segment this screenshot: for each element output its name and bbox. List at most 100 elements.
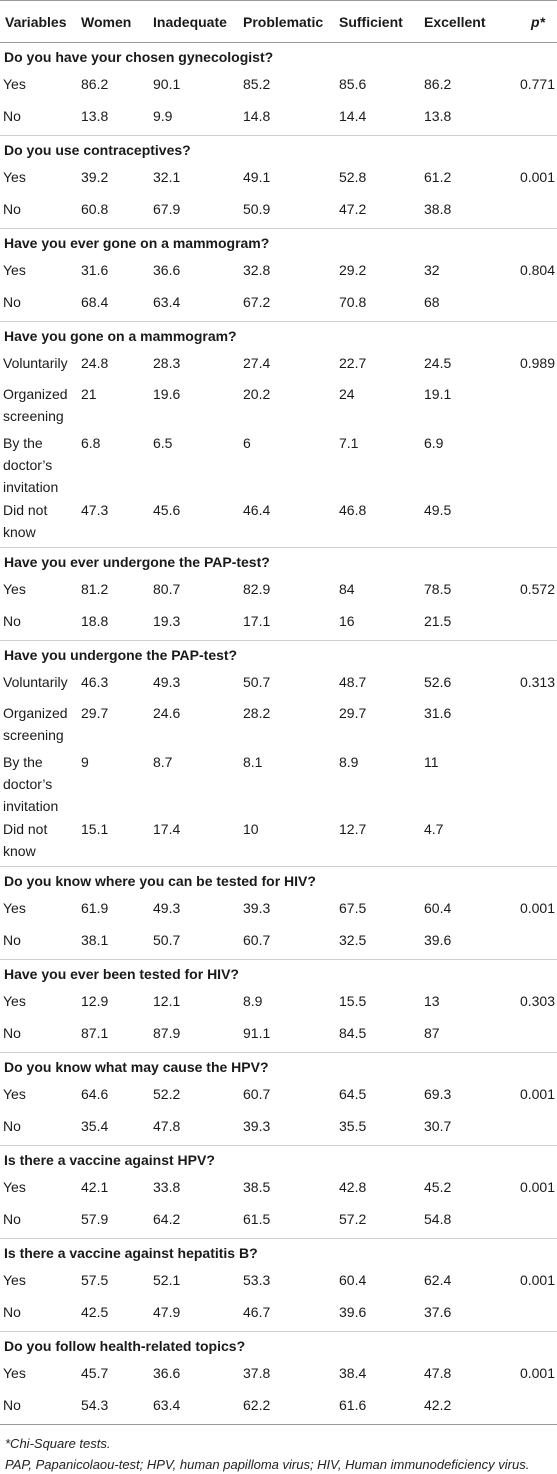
cell-p-value: 0.001 bbox=[519, 1272, 555, 1288]
cell-excellent: 30.7 bbox=[424, 1118, 452, 1134]
cell-excellent: 68 bbox=[424, 294, 440, 310]
cell-problematic: 62.2 bbox=[238, 1392, 334, 1425]
cell-sufficient: 14.4 bbox=[339, 108, 367, 124]
cell-excellent: 86.2 bbox=[424, 76, 452, 92]
table-row: No 18.8 19.3 17.1 16 21.5 bbox=[0, 608, 557, 641]
cell-sufficient: 22.7 bbox=[339, 355, 367, 371]
header-p-value: p* bbox=[501, 0, 557, 43]
cell-women: 29.7 bbox=[81, 705, 109, 721]
cell-problematic: 82.9 bbox=[243, 581, 271, 597]
cell-problematic: 49.1 bbox=[243, 169, 271, 185]
cell-sufficient: 57.2 bbox=[339, 1211, 367, 1227]
row-label: Yes bbox=[3, 581, 26, 597]
row-label: No bbox=[3, 1211, 21, 1227]
table-row: By the doctor’s invitation 6.8 6.5 6 7.1 6.9 bbox=[0, 431, 557, 498]
cell-p-value bbox=[501, 750, 557, 817]
cell-problematic: 28.2 bbox=[243, 705, 271, 721]
section-row: Have you undergone the PAP-test? bbox=[0, 640, 557, 669]
row-label: Yes bbox=[3, 900, 26, 916]
cell-problematic: 85.2 bbox=[243, 76, 271, 92]
cell-inadequate: 36.6 bbox=[153, 262, 181, 278]
cell-excellent: 69.3 bbox=[424, 1086, 452, 1102]
cell-inadequate: 24.6 bbox=[153, 705, 181, 721]
cell-women: 42.5 bbox=[81, 1304, 109, 1320]
footnote-chi-square: *Chi-Square tests. bbox=[5, 1436, 111, 1451]
row-label: Yes bbox=[3, 1086, 26, 1102]
cell-excellent: 24.5 bbox=[424, 355, 452, 371]
cell-problematic: 39.3 bbox=[243, 900, 271, 916]
cell-sufficient: 61.6 bbox=[334, 1392, 419, 1425]
cell-excellent: 47.8 bbox=[424, 1365, 452, 1381]
section-row: Do you have your chosen gynecologist? bbox=[0, 43, 557, 72]
cell-sufficient: 85.6 bbox=[339, 76, 367, 92]
section-title: Do you know what may cause the HPV? bbox=[0, 1052, 557, 1081]
table-row: Yes 81.2 80.7 82.9 84 78.5 0.572 bbox=[0, 576, 557, 608]
table-row: No 54.3 63.4 62.2 61.6 42.2 bbox=[0, 1392, 557, 1425]
cell-excellent: 87 bbox=[424, 1025, 440, 1041]
row-label: By the doctor’s invitation bbox=[3, 435, 59, 495]
cell-inadequate: 49.3 bbox=[153, 674, 181, 690]
section-row: Do you know where you can be tested for … bbox=[0, 866, 557, 895]
cell-problematic: 37.8 bbox=[243, 1365, 271, 1381]
section-row: Have you ever gone on a mammogram? bbox=[0, 228, 557, 257]
table-row: Yes 61.9 49.3 39.3 67.5 60.4 0.001 bbox=[0, 895, 557, 927]
cell-sufficient: 42.8 bbox=[339, 1179, 367, 1195]
section-row: Is there a vaccine against HPV? bbox=[0, 1145, 557, 1174]
cell-p-value: 0.001 bbox=[519, 900, 555, 916]
cell-problematic: 17.1 bbox=[243, 613, 271, 629]
table-row: No 60.8 67.9 50.9 47.2 38.8 bbox=[0, 196, 557, 229]
cell-sufficient: 12.7 bbox=[339, 821, 367, 837]
cell-p-value bbox=[501, 608, 557, 641]
row-label: Organized screening bbox=[3, 705, 68, 743]
section-title: Do you use contraceptives? bbox=[0, 135, 557, 164]
cell-problematic: 53.3 bbox=[243, 1272, 271, 1288]
header-problematic: Problematic bbox=[238, 0, 334, 43]
table-row: Yes 45.7 36.6 37.8 38.4 47.8 0.001 bbox=[0, 1360, 557, 1392]
row-label: Did not know bbox=[3, 821, 48, 859]
cell-p-value bbox=[501, 1113, 557, 1146]
cell-problematic: 91.1 bbox=[243, 1025, 271, 1041]
table-row: No 13.8 9.9 14.8 14.4 13.8 bbox=[0, 103, 557, 136]
cell-excellent: 37.6 bbox=[424, 1304, 452, 1320]
cell-excellent: 78.5 bbox=[424, 581, 452, 597]
cell-inadequate: 19.6 bbox=[153, 386, 181, 402]
section-title: Is there a vaccine against hepatitis B? bbox=[0, 1238, 557, 1267]
table-row: Yes 31.6 36.6 32.8 29.2 32 0.804 bbox=[0, 257, 557, 289]
cell-inadequate: 67.9 bbox=[153, 201, 181, 217]
cell-inadequate: 47.8 bbox=[153, 1118, 181, 1134]
cell-excellent: 60.4 bbox=[424, 900, 452, 916]
cell-problematic: 67.2 bbox=[243, 294, 271, 310]
cell-women: 9 bbox=[81, 754, 89, 770]
cell-excellent: 4.7 bbox=[424, 821, 444, 837]
cell-problematic: 10 bbox=[243, 821, 259, 837]
cell-inadequate: 36.6 bbox=[153, 1365, 181, 1381]
cell-women: 18.8 bbox=[81, 613, 109, 629]
cell-sufficient: 7.1 bbox=[339, 435, 359, 451]
cell-p-value bbox=[501, 701, 557, 750]
cell-p-value bbox=[501, 1299, 557, 1332]
cell-sufficient: 29.7 bbox=[339, 705, 367, 721]
cell-problematic: 39.3 bbox=[243, 1118, 271, 1134]
section-row: Have you ever undergone the PAP-test? bbox=[0, 547, 557, 576]
section-title: Is there a vaccine against HPV? bbox=[0, 1145, 557, 1174]
cell-excellent: 61.2 bbox=[424, 169, 452, 185]
section-row: Have you gone on a mammogram? bbox=[0, 321, 557, 350]
row-label: Yes bbox=[3, 76, 26, 92]
cell-p-value: 0.771 bbox=[519, 76, 555, 92]
cell-problematic: 46.7 bbox=[243, 1304, 271, 1320]
cell-inadequate: 6.5 bbox=[153, 435, 173, 451]
cell-p-value bbox=[501, 498, 557, 548]
cell-inadequate: 52.1 bbox=[153, 1272, 181, 1288]
cell-women: 39.2 bbox=[81, 169, 109, 185]
row-label: Voluntarily bbox=[3, 355, 68, 371]
cell-women: 6.8 bbox=[81, 435, 101, 451]
cell-p-value bbox=[501, 1206, 557, 1239]
cell-excellent: 62.4 bbox=[424, 1272, 452, 1288]
table-row: Did not know 47.3 45.6 46.4 46.8 49.5 bbox=[0, 498, 557, 548]
cell-women: 13.8 bbox=[81, 108, 109, 124]
cell-inadequate: 63.4 bbox=[153, 294, 181, 310]
section-title: Do you have your chosen gynecologist? bbox=[4, 49, 274, 65]
row-label: Yes bbox=[3, 169, 26, 185]
cell-women: 12.9 bbox=[81, 993, 109, 1009]
cell-women: 47.3 bbox=[81, 502, 109, 518]
